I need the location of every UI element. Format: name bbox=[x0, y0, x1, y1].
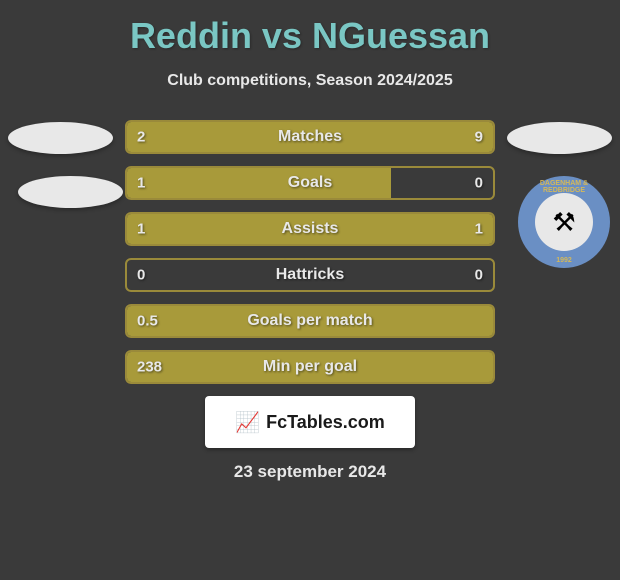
stat-bar-row: 0.5Goals per match bbox=[125, 304, 495, 338]
badge-text-bottom: 1992 bbox=[518, 257, 610, 264]
footer-attribution: 📈 FcTables.com bbox=[205, 396, 415, 448]
stat-label: Goals bbox=[127, 174, 493, 192]
stat-bar-row: 1Goals0 bbox=[125, 166, 495, 200]
badge-outer-ring: DAGENHAM & REDBRIDGE ⚒ 1992 bbox=[518, 176, 610, 268]
subtitle: Club competitions, Season 2024/2025 bbox=[10, 72, 610, 90]
stat-left-value: 1 bbox=[137, 221, 145, 238]
stat-bar-row: 1Assists1 bbox=[125, 212, 495, 246]
badge-hammers-icon: ⚒ bbox=[552, 207, 575, 238]
club-badge: DAGENHAM & REDBRIDGE ⚒ 1992 bbox=[518, 176, 610, 268]
stat-label: Assists bbox=[127, 220, 493, 238]
stat-left-value: 0 bbox=[137, 267, 145, 284]
player-left-ellipse-2 bbox=[18, 176, 123, 208]
stat-right-value: 9 bbox=[475, 129, 483, 146]
badge-inner-circle: ⚒ bbox=[535, 193, 593, 251]
stat-label: Goals per match bbox=[127, 312, 493, 330]
comparison-infographic: Reddin vs NGuessan Club competitions, Se… bbox=[0, 0, 620, 580]
stat-right-value: 1 bbox=[475, 221, 483, 238]
stat-bar-row: 2Matches9 bbox=[125, 120, 495, 154]
footer-text: FcTables.com bbox=[266, 412, 385, 433]
stat-right-value: 0 bbox=[475, 175, 483, 192]
stat-left-value: 0.5 bbox=[137, 313, 158, 330]
stat-left-value: 238 bbox=[137, 359, 162, 376]
stat-bar-row: 238Min per goal bbox=[125, 350, 495, 384]
stat-label: Min per goal bbox=[127, 358, 493, 376]
chart-up-icon: 📈 bbox=[235, 410, 260, 435]
player-left-ellipse-1 bbox=[8, 122, 113, 154]
badge-text-top: DAGENHAM & REDBRIDGE bbox=[518, 180, 610, 194]
stat-label: Hattricks bbox=[127, 266, 493, 284]
page-title: Reddin vs NGuessan bbox=[10, 15, 610, 57]
stat-left-value: 2 bbox=[137, 129, 145, 146]
stat-bar-row: 0Hattricks0 bbox=[125, 258, 495, 292]
stat-right-value: 0 bbox=[475, 267, 483, 284]
player-right-ellipse-1 bbox=[507, 122, 612, 154]
stat-left-value: 1 bbox=[137, 175, 145, 192]
stat-label: Matches bbox=[127, 128, 493, 146]
date-text: 23 september 2024 bbox=[10, 462, 610, 482]
stat-bars: 2Matches91Goals01Assists10Hattricks00.5G… bbox=[125, 120, 495, 384]
